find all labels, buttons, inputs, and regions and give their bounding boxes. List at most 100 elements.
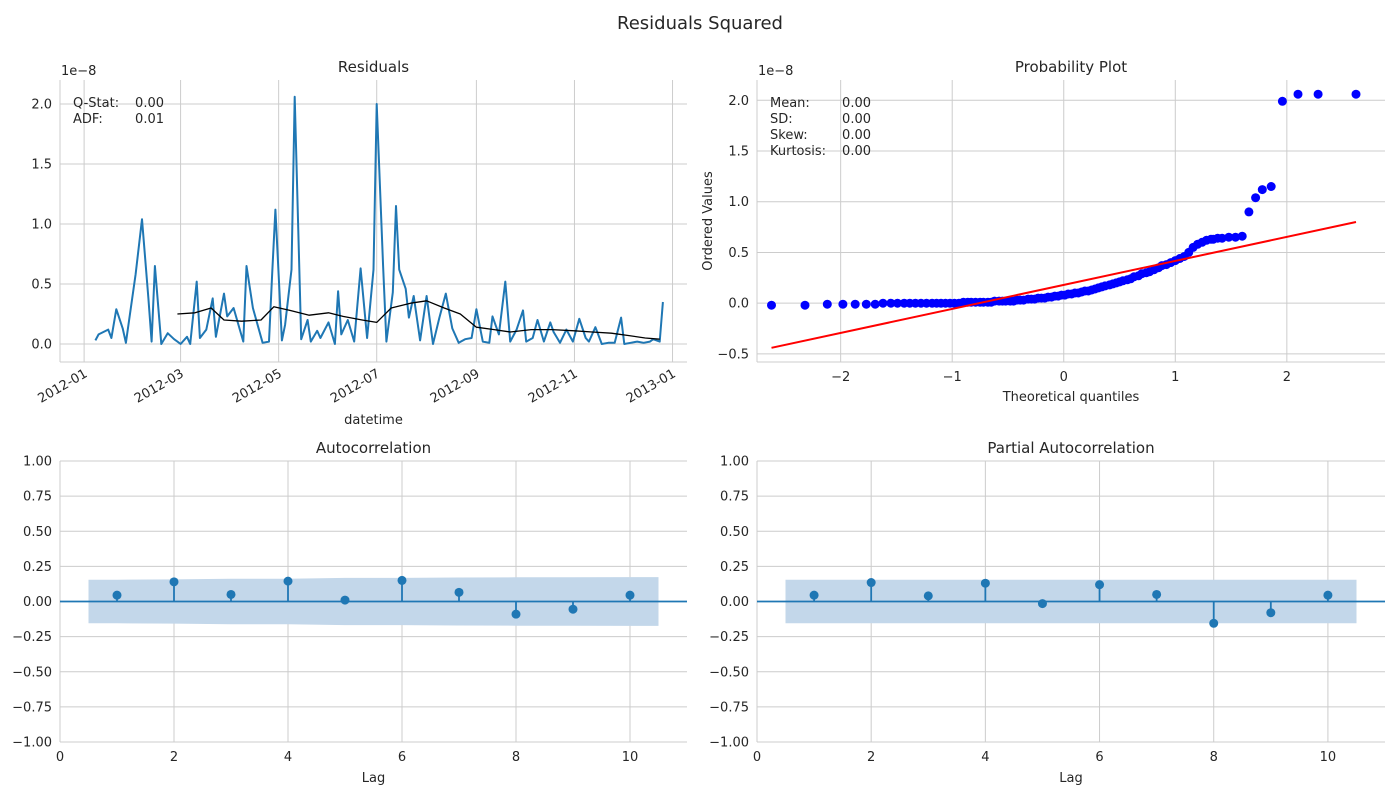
stem-marker (625, 590, 635, 600)
stem-marker (112, 590, 122, 600)
stem-marker (980, 578, 990, 588)
stat-label: ADF: (73, 112, 103, 127)
x-tick-label: 0 (56, 750, 64, 765)
y-tick-label: 0.5 (31, 278, 52, 293)
stem-marker (283, 576, 293, 586)
stem-marker (511, 609, 521, 619)
residual-series-line (94, 95, 664, 345)
x-tick-label: 2012-09 (428, 366, 483, 406)
x-tick-label: 2013-01 (624, 366, 679, 406)
quantile-point (1257, 185, 1267, 195)
x-tick-label: 1 (1171, 370, 1179, 385)
y-tick-label: 1.0 (31, 218, 52, 233)
quantile-point (878, 298, 888, 308)
x-tick-label: 4 (284, 750, 292, 765)
x-tick-label: −2 (831, 370, 850, 385)
stem-marker (866, 578, 876, 588)
y-tick-label: −0.5 (717, 347, 749, 362)
y-tick-label: 1.0 (728, 195, 749, 210)
y-tick-label: 0.00 (23, 595, 52, 610)
y-offset-label: 1e−8 (61, 64, 96, 79)
y-tick-label: −0.50 (12, 665, 52, 680)
quantile-point (1217, 233, 1227, 243)
stem-marker (923, 591, 933, 601)
y-tick-label: 0.75 (23, 490, 52, 505)
x-axis-label: Lag (362, 771, 385, 786)
stem-marker (226, 589, 236, 599)
stem-marker (1037, 599, 1047, 609)
panel-title: Partial Autocorrelation (987, 439, 1154, 457)
x-tick-label: 8 (512, 750, 520, 765)
quantile-point (838, 299, 848, 309)
stat-value: 0.00 (842, 112, 871, 127)
x-tick-label: 2 (1283, 370, 1291, 385)
stat-label: Q-Stat: (73, 96, 119, 111)
stem-marker (1095, 580, 1105, 590)
quantile-point (822, 299, 832, 309)
x-tick-label: 10 (1320, 750, 1337, 765)
panel-title: Autocorrelation (316, 439, 431, 457)
y-tick-label: 2.0 (728, 94, 749, 109)
figure-title: Residuals Squared (617, 13, 783, 34)
stat-value: 0.00 (842, 144, 871, 159)
gridlines (757, 80, 1385, 362)
x-axis-label: Lag (1059, 771, 1082, 786)
y-tick-label: 1.00 (23, 455, 52, 470)
y-tick-label: 0.25 (23, 560, 52, 575)
quantile-point (886, 298, 896, 308)
x-tick-label: 4 (981, 750, 989, 765)
stem-marker (340, 595, 350, 605)
quantile-point (1244, 207, 1254, 217)
stem-marker (1323, 590, 1333, 600)
x-tick-label: 2012-01 (36, 366, 91, 406)
pacf-panel: −1.00 −0.75 −0.50 −0.25 0.00 0.25 0.50 0.75 1.00… (709, 439, 1385, 786)
quantile-point (893, 298, 902, 308)
y-tick-label: 0.0 (31, 338, 52, 353)
stat-value: 0.01 (135, 112, 164, 127)
x-axis-label: Theoretical quantiles (1002, 390, 1140, 405)
acf-panel: −1.00 −0.75 −0.50 −0.25 0.00 0.25 0.50 0.75 1.00… (12, 439, 687, 786)
y-tick-label: 0.5 (728, 246, 749, 261)
quantile-point (1313, 89, 1323, 99)
quantile-point (1231, 232, 1240, 242)
quantile-point (850, 299, 860, 309)
x-tick-label: 6 (398, 750, 406, 765)
y-tick-label: −1.00 (709, 736, 749, 751)
y-tick-label: 2.0 (31, 98, 52, 113)
quantile-point (1224, 232, 1234, 242)
stem-marker (1266, 608, 1276, 618)
quantile-point (800, 300, 810, 310)
y-tick-label: 0.50 (23, 525, 52, 540)
quantile-point (767, 300, 776, 310)
x-tick-label: 2 (170, 750, 178, 765)
quantile-point (870, 299, 880, 309)
gridlines (60, 80, 687, 362)
stem-marker (809, 590, 819, 600)
rolling-mean-line (177, 300, 660, 340)
quantile-point (861, 299, 871, 309)
stat-label: Kurtosis: (770, 144, 826, 159)
stem-marker (454, 587, 464, 597)
y-axis-label: Ordered Values (701, 171, 716, 271)
fit-line (771, 221, 1357, 349)
stat-value: 0.00 (135, 96, 164, 111)
stem-marker (1152, 589, 1162, 599)
y-tick-label: −1.00 (12, 736, 52, 751)
quantile-point (1237, 231, 1247, 241)
stem-marker (397, 575, 407, 585)
x-axis-label: datetime (344, 413, 403, 428)
x-tick-label: −1 (943, 370, 962, 385)
x-tick-label: 6 (1095, 750, 1103, 765)
x-tick-label: 2 (867, 750, 875, 765)
x-tick-label: 2012-05 (230, 366, 285, 406)
y-tick-label: 1.5 (31, 158, 52, 173)
stats-box: Mean: 0.00 SD: 0.00 Skew: 0.00 Kurtosis: 0.00 (770, 96, 871, 159)
y-tick-label: −0.25 (12, 630, 52, 645)
x-tick-label: 2012-11 (526, 366, 581, 406)
y-tick-label: −0.25 (709, 630, 749, 645)
y-tick-label: −0.50 (709, 665, 749, 680)
stem-marker (568, 604, 578, 614)
x-tick-label: 2012-03 (132, 366, 187, 406)
stat-value: 0.00 (842, 96, 871, 111)
